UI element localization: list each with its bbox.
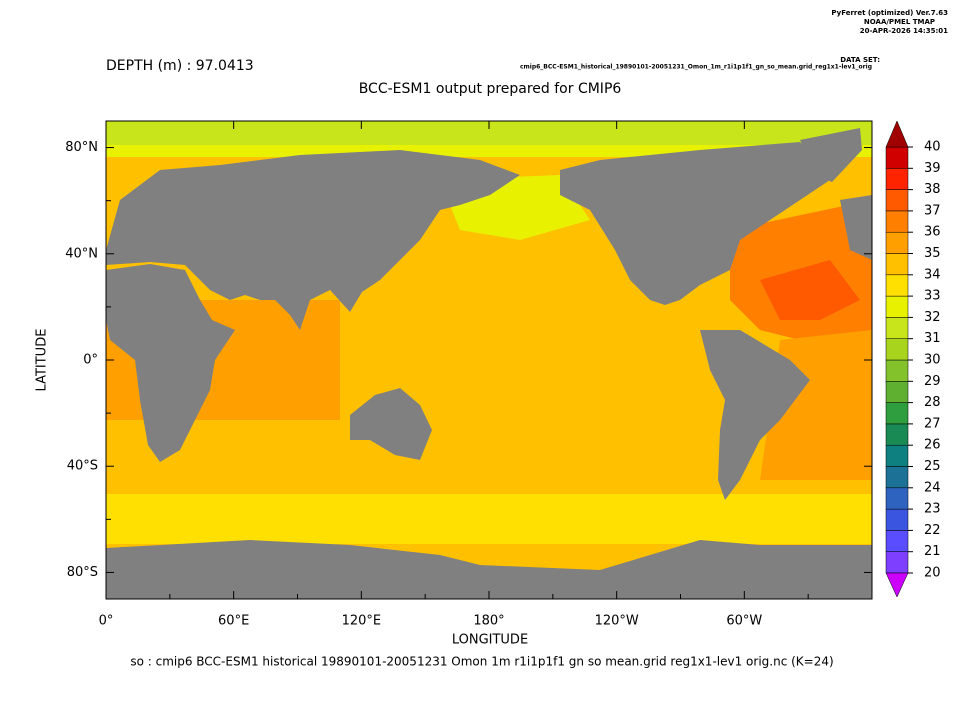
colorbar-label: 30 [924, 353, 941, 368]
colorbar-label: 33 [924, 289, 941, 304]
y-tick-label: 0° [83, 353, 98, 368]
colorbar-label: 40 [924, 140, 941, 155]
colorbar-band [885, 487, 909, 510]
timestamp: 20-APR-2026 14:35:01 [860, 27, 948, 35]
atlantic-warmest [760, 260, 860, 320]
colorbar-label: 29 [924, 374, 941, 389]
colorbar-label: 32 [924, 310, 941, 325]
colorbar-label: 38 [924, 182, 941, 197]
colorbar-band [885, 274, 909, 297]
colorbar-band [885, 295, 909, 318]
colorbar-label: 27 [924, 416, 941, 431]
colorbar-label: 22 [924, 523, 941, 538]
colorbar-label: 39 [924, 161, 941, 176]
africa [106, 264, 235, 462]
colorbar-under [885, 572, 909, 598]
footer: so : cmip6 BCC-ESM1 historical 19890101-… [130, 655, 833, 669]
colorbar-band [885, 231, 909, 254]
x-tick-label: 180° [473, 614, 504, 629]
antarctica [106, 540, 872, 599]
y-tick-label: 40°N [65, 246, 98, 261]
y-tick-label: 80°N [65, 140, 98, 155]
colorbar-label: 28 [924, 395, 941, 410]
colorbar-band [885, 444, 909, 467]
y-axis-label: LATITUDE [35, 329, 50, 392]
x-tick-label: 60°E [218, 614, 249, 629]
colorbar-band [885, 359, 909, 382]
colorbar-label: 26 [924, 438, 941, 453]
depth: DEPTH (m) : 97.0413 [106, 58, 254, 74]
europe-west [840, 195, 872, 260]
dataset: cmip6_BCC-ESM1_historical_19890101-20051… [520, 64, 872, 71]
colorbar-band [885, 146, 909, 169]
colorbar-label: 23 [924, 502, 941, 517]
colorbar-label: 21 [924, 544, 941, 559]
colorbar-band [885, 551, 909, 574]
colorbar-band [885, 508, 909, 531]
colorbar-label: 37 [924, 203, 941, 218]
y-tick-label: 80°S [67, 565, 98, 580]
colorbar-label: 24 [924, 480, 941, 495]
x-tick-label: 60°W [726, 614, 762, 629]
colorbar-band [885, 402, 909, 425]
colorbar-band [885, 317, 909, 339]
x-axis-label: LONGITUDE [452, 633, 528, 648]
colorbar-band [885, 381, 909, 403]
y-tick-label: 40°S [67, 459, 98, 474]
colorbar-band [885, 423, 909, 446]
colorbar-label: 34 [924, 267, 941, 282]
colorbar-band [885, 189, 909, 212]
south-america [700, 330, 810, 500]
colorbar-label: 35 [924, 246, 941, 261]
map [105, 120, 873, 600]
colorbar-label: 25 [924, 459, 941, 474]
org: NOAA/PMEL TMAP [864, 18, 935, 26]
southern-ocean [106, 494, 872, 544]
colorbar-band [885, 253, 909, 276]
colorbar-band [885, 466, 909, 489]
colorbar-band [885, 210, 909, 233]
software: PyFerret (optimized) Ver.7.63 [831, 9, 948, 17]
colorbar-band [885, 530, 909, 552]
title: BCC-ESM1 output prepared for CMIP6 [359, 81, 622, 97]
x-tick-label: 120°W [595, 614, 639, 629]
australia [350, 388, 432, 460]
colorbar-label: 36 [924, 225, 941, 240]
colorbar-label: 31 [924, 331, 941, 346]
dataset-label: DATA SET: [840, 56, 880, 64]
colorbar-band [885, 168, 909, 190]
north-america [560, 142, 830, 305]
colorbar-label: 20 [924, 566, 941, 581]
greenland [800, 128, 862, 182]
x-tick-label: 120°E [342, 614, 382, 629]
colorbar-over [885, 120, 909, 148]
colorbar-band [885, 338, 909, 361]
eurasia [106, 150, 520, 330]
x-tick-label: 0° [99, 614, 114, 629]
